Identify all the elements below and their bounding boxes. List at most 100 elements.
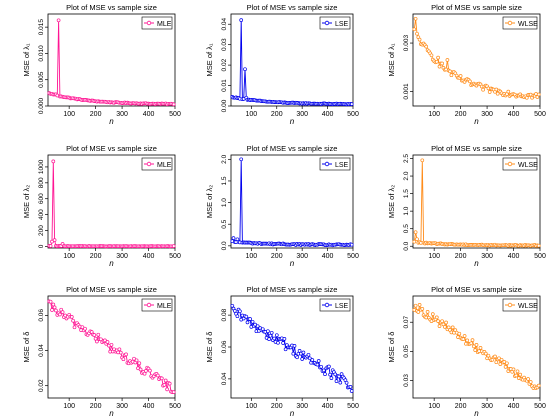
y-tick-label: 0.001 (403, 83, 410, 100)
x-tick-label: 500 (347, 403, 359, 410)
chart-panel: Plot of MSE vs sample size 100 200 300 400 50… (22, 3, 181, 126)
data-point (461, 337, 466, 341)
y-tick-label: 0.015 (38, 19, 45, 36)
y-tick-label: 200 (38, 225, 45, 236)
x-tick-label: 100 (428, 403, 440, 410)
y-tick-label: 800 (38, 177, 45, 188)
x-tick-label: 100 (63, 253, 75, 260)
x-tick-label: 200 (455, 253, 467, 260)
legend-box (141, 157, 173, 171)
data-point (232, 309, 237, 313)
y-tick-label: 400 (38, 209, 45, 220)
data-point (349, 242, 354, 247)
y-tick-label: 1000 (38, 159, 45, 174)
series-line (231, 159, 352, 246)
y-tick-label: 0.02 (221, 58, 228, 71)
chart-title: Plot of MSE vs sample size (66, 144, 157, 153)
y-tick-label: 2.0 (221, 154, 228, 163)
y-axis-label: MSE of λ₁ (205, 43, 214, 76)
y-tick-label: 0.03 (403, 374, 410, 387)
data-point (132, 356, 136, 361)
legend-marker (507, 161, 513, 167)
data-point (163, 378, 168, 383)
data-point (440, 319, 444, 324)
data-point (470, 338, 475, 342)
y-tick-label: 0.010 (38, 45, 45, 62)
data-point (238, 309, 242, 314)
data-point (253, 322, 257, 327)
data-point (92, 333, 97, 337)
y-tick-label: 2.5 (403, 154, 410, 163)
data-point (137, 361, 142, 366)
data-point (515, 369, 520, 374)
x-tick-label: 400 (322, 111, 334, 118)
x-axis-label: n (290, 117, 295, 126)
data-point (165, 387, 169, 392)
x-tick-label: 400 (143, 403, 155, 410)
data-point (51, 302, 56, 307)
data-point (483, 351, 488, 356)
data-point (60, 310, 65, 314)
data-point (159, 376, 164, 381)
data-point (243, 67, 247, 72)
data-point (105, 340, 110, 344)
data-point (497, 356, 501, 361)
legend-label: MLE (157, 303, 172, 310)
data-point (52, 305, 57, 310)
x-axis-label: n (290, 259, 295, 268)
legend-box (502, 16, 538, 30)
data-point (469, 341, 474, 346)
data-point (412, 27, 417, 32)
data-point (266, 329, 270, 334)
data-point (415, 237, 419, 242)
chart-title: Plot of MSE vs sample size (431, 285, 522, 294)
data-point (437, 64, 442, 69)
plot-frame (412, 154, 541, 249)
data-point (239, 18, 244, 22)
data-point (503, 365, 508, 369)
data-point (282, 337, 287, 341)
series-line (232, 20, 352, 105)
x-tick-label: 500 (534, 253, 546, 260)
data-point (244, 314, 249, 319)
data-point (536, 243, 541, 248)
x-tick-label: 200 (271, 403, 283, 410)
data-point (505, 361, 509, 366)
series-line (413, 160, 539, 247)
data-point (300, 357, 305, 361)
x-tick-label: 200 (90, 403, 102, 410)
data-point (292, 344, 297, 348)
data-point (319, 364, 324, 369)
x-axis-label: n (474, 409, 479, 417)
x-tick-label: 100 (63, 111, 75, 118)
data-point (235, 314, 240, 319)
data-point (344, 380, 349, 385)
y-tick-label: 1.5 (221, 176, 228, 185)
data-point (457, 331, 462, 336)
data-point (434, 59, 439, 64)
data-point (52, 238, 57, 242)
data-point (72, 325, 77, 330)
data-point (171, 244, 176, 248)
data-point (148, 368, 152, 373)
data-point (109, 342, 114, 347)
data-point (514, 373, 519, 378)
series-line (49, 161, 174, 247)
data-point (349, 389, 354, 393)
data-point (468, 79, 472, 84)
data-point (255, 324, 260, 329)
x-tick-label: 500 (347, 253, 359, 260)
y-tick-label: 0.005 (38, 71, 45, 88)
plot-frame (412, 13, 541, 107)
data-point (321, 368, 326, 373)
data-point (281, 341, 285, 345)
x-axis-label: n (109, 117, 114, 126)
data-point (250, 319, 255, 324)
x-tick-label: 500 (347, 111, 359, 118)
x-tick-label: 300 (296, 253, 308, 260)
data-point (56, 18, 61, 23)
plot-frame (230, 154, 354, 249)
data-point (445, 58, 450, 62)
legend-label: LSE (335, 21, 349, 28)
data-point (429, 53, 434, 58)
